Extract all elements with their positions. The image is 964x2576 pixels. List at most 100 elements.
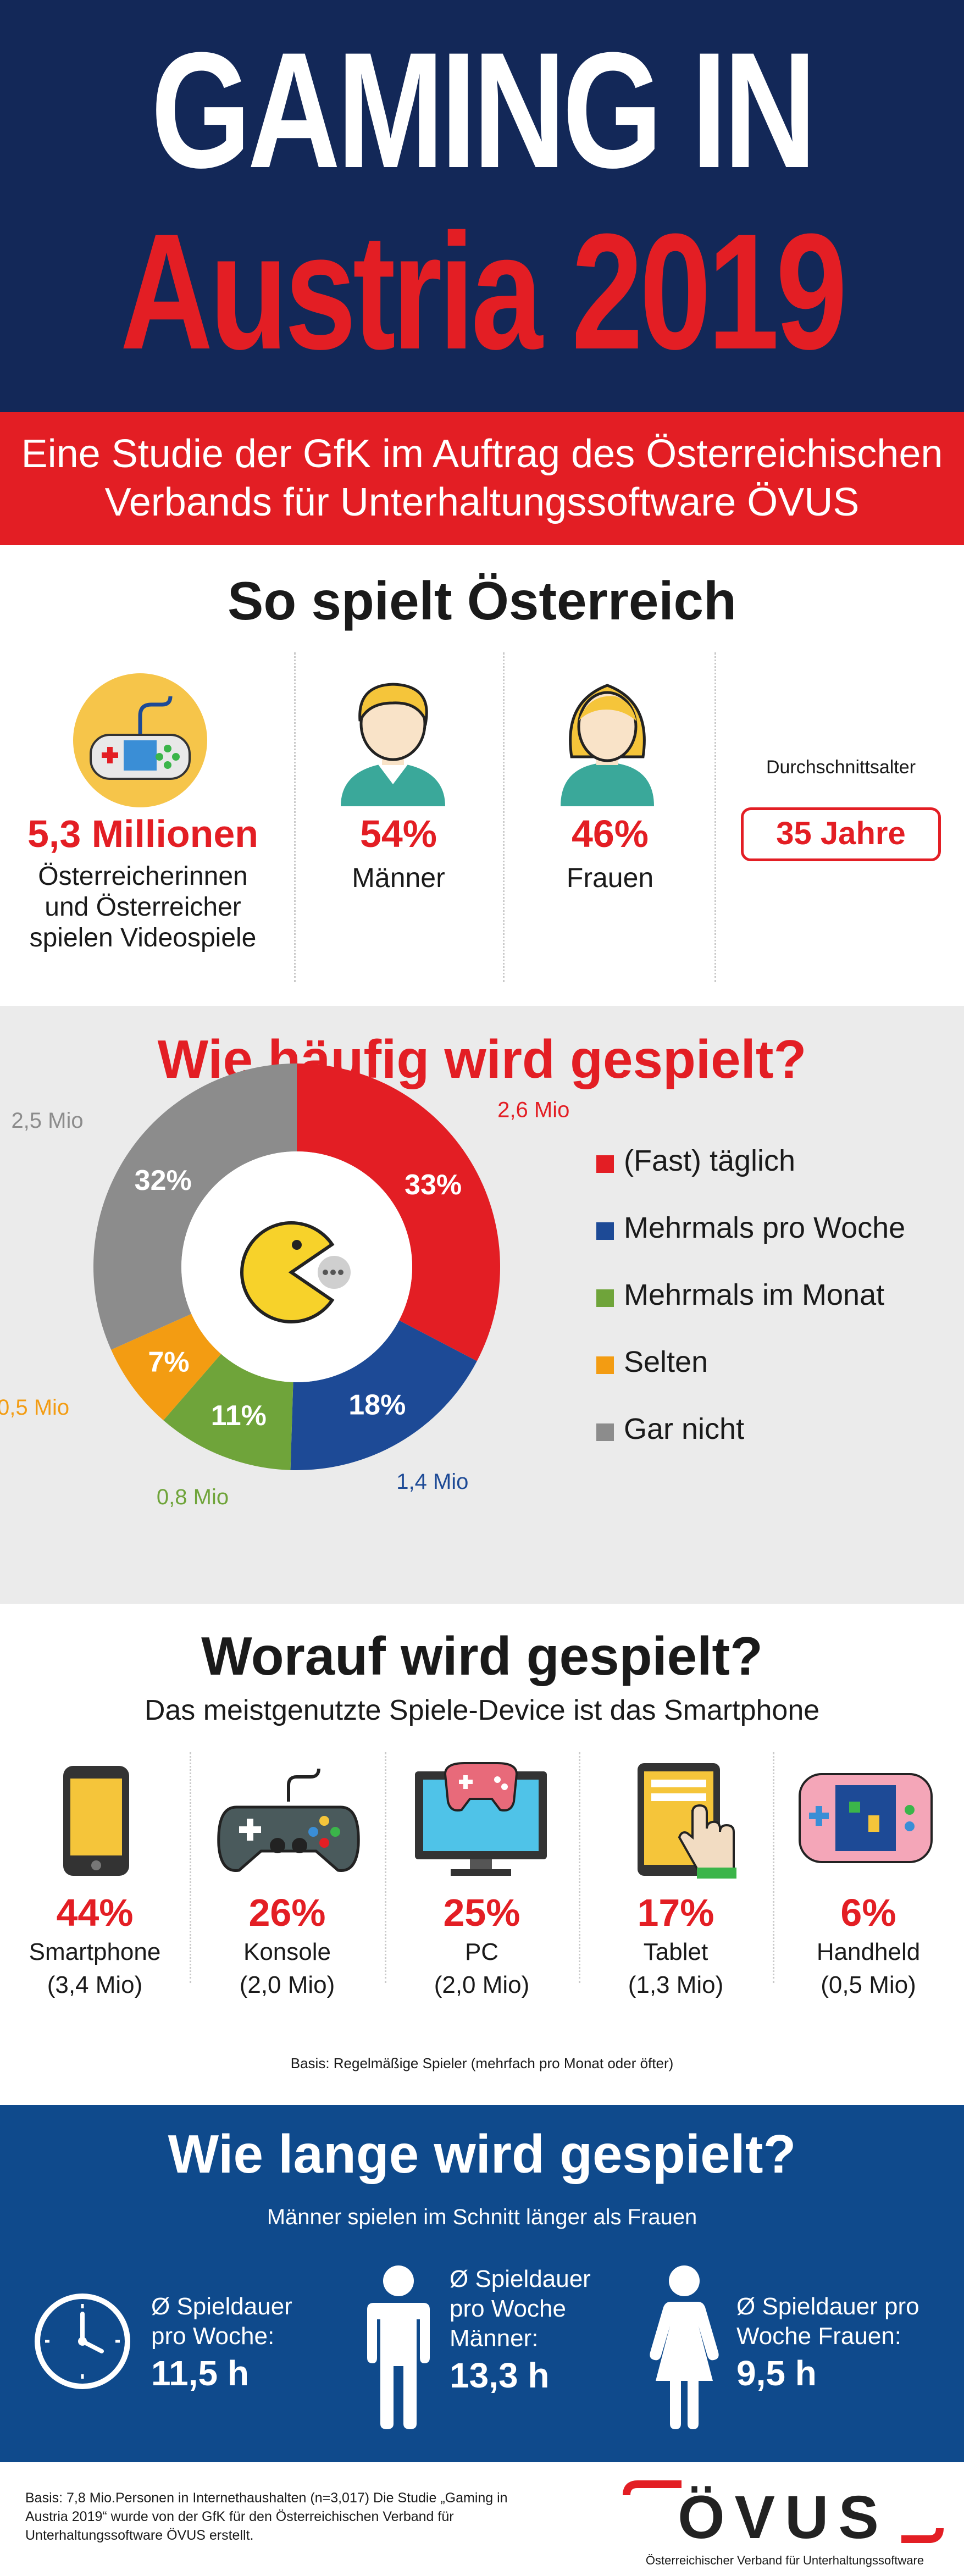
man-icon: [341, 683, 445, 806]
slice-absolute-label: 2,6 Mio: [497, 1098, 569, 1122]
slice-absolute-label: 0,5 Mio: [0, 1395, 69, 1420]
duration-men-label-line2: pro Woche: [450, 2295, 566, 2322]
slice-selten: [111, 1314, 221, 1421]
header-title-line2: Austria 2019: [120, 199, 847, 384]
age-value: 35 Jahre: [776, 816, 906, 851]
frequency-donut-chart: 33% 2,6 Mio 18% 1,4 Mio 11% 0,8 Mio 7% 0,5 Mio 3…: [0, 1063, 905, 1509]
players-value: 5,3 Millionen: [27, 812, 259, 855]
section-devices: Worauf wird gespielt? Das meistgenutzte …: [0, 1604, 964, 2105]
duration-all-label-line2: pro Woche:: [151, 2323, 275, 2350]
section-players: So spielt Österreich 5,3 Millionen Öster…: [0, 545, 964, 1006]
device-pc-mio: (2,0 Mio): [434, 1971, 530, 1998]
slice-absolute-label: 0,8 Mio: [157, 1485, 229, 1509]
women-pct: 46%: [571, 812, 649, 855]
divider: [190, 1752, 191, 1983]
section-title-devices: Worauf wird gespielt?: [201, 1626, 763, 1686]
tablet-icon: [638, 1763, 736, 1879]
clock-icon: [35, 2294, 130, 2389]
legend-swatch: [596, 1222, 614, 1240]
slice-percent-label: 32%: [135, 1165, 192, 1196]
device-handheld-name: Handheld: [816, 1938, 921, 1965]
man-figure-icon: [367, 2265, 430, 2429]
men-label: Männer: [352, 862, 445, 893]
duration-women-label-line2: Woche Frauen:: [736, 2323, 902, 2350]
legend-swatch: [596, 1356, 614, 1374]
device-tablet-mio: (1,3 Mio): [628, 1971, 724, 1998]
footer-note-line3: Unterhaltungssoftware ÖVUS erstellt.: [25, 2528, 254, 2543]
device-smartphone-mio: (3,4 Mio): [47, 1971, 143, 1998]
players-text-line1: Österreicherinnen: [38, 862, 248, 891]
device-pc-name: PC: [464, 1938, 499, 1965]
legend-label: Selten: [624, 1345, 708, 1378]
woman-figure-icon: [650, 2265, 719, 2429]
device-konsole-mio: (2,0 Mio): [239, 1971, 335, 1998]
slice-percent-label: 18%: [348, 1389, 406, 1421]
logo-caption: Österreichischer Verband für Unterhaltun…: [645, 2553, 924, 2567]
legend-swatch: [596, 1423, 614, 1441]
slice-absolute-label: 2,5 Mio: [11, 1109, 83, 1133]
pacman-icon: [240, 1221, 351, 1323]
slice-absolute-label: 1,4 Mio: [396, 1470, 468, 1494]
header-title-line1: GAMING IN: [151, 18, 817, 202]
slice-fast-taeglich: [297, 1063, 501, 1361]
slice-percent-label: 7%: [148, 1347, 189, 1378]
device-tablet-pct: 17%: [637, 1891, 714, 1934]
devices-subtitle: Das meistgenutzte Spiele-Device ist das …: [144, 1694, 820, 1726]
slice-percent-label: 33%: [405, 1169, 462, 1201]
duration-men-label-line1: Ø Spieldauer: [450, 2265, 591, 2292]
device-pc-pct: 25%: [443, 1891, 520, 1934]
smartphone-icon: [63, 1766, 129, 1876]
banner-line2: Verbands für Unterhaltungssoftware ÖVUS: [104, 480, 860, 524]
pc-monitor-icon: [415, 1762, 547, 1876]
slice-mehrmals-monat: [163, 1354, 293, 1470]
legend-label: Mehrmals pro Woche: [624, 1211, 905, 1244]
device-handheld-pct: 6%: [840, 1891, 896, 1934]
logo-wordmark: ÖVUS: [678, 2484, 889, 2551]
duration-women-value: 9,5 h: [736, 2353, 817, 2393]
divider: [385, 1752, 386, 1983]
devices-basis-note: Basis: Regelmäßige Spieler (mehrfach pro…: [290, 2055, 674, 2071]
section-frequency: Wie häufig wird gespielt? 33% 2,6 Mio 18% 1…: [0, 1006, 964, 1604]
age-box: [741, 807, 941, 861]
legend-swatch: [596, 1155, 614, 1173]
section-title-duration: Wie lange wird gespielt?: [168, 2124, 796, 2184]
device-konsole-pct: 26%: [248, 1891, 326, 1934]
gamepad-icon: [73, 673, 207, 807]
legend-label: Gar nicht: [624, 1412, 744, 1445]
duration-women-label-line1: Ø Spieldauer pro: [736, 2293, 919, 2320]
divider: [579, 1752, 580, 1983]
handheld-icon: [799, 1773, 933, 1863]
device-konsole-name: Konsole: [243, 1938, 331, 1965]
age-label: Durchschnittsalter: [766, 757, 916, 778]
footer-note-line1: Basis: 7,8 Mio.Personen in Internethaush…: [25, 2490, 508, 2506]
woman-icon: [561, 684, 654, 806]
duration-subtitle: Männer spielen im Schnitt länger als Fra…: [267, 2205, 697, 2229]
men-pct: 54%: [359, 812, 437, 855]
device-handheld-mio: (0,5 Mio): [821, 1971, 916, 1998]
subtitle-banner: Eine Studie der GfK im Auftrag des Öster…: [0, 412, 964, 545]
console-controller-icon: [217, 1768, 360, 1872]
divider: [773, 1752, 774, 1983]
players-text-line3: spielen Videospiele: [29, 923, 257, 952]
device-tablet-name: Tablet: [643, 1938, 708, 1965]
women-label: Frauen: [566, 862, 654, 893]
section-title-so-spielt: So spielt Österreich: [228, 570, 736, 631]
slice-mehrmals-woche: [290, 1320, 477, 1470]
footer-note-line2: Austria 2019“ wurde von der GfK für den …: [25, 2509, 454, 2524]
legend-swatch: [596, 1289, 614, 1307]
duration-all-label-line1: Ø Spieldauer: [151, 2293, 292, 2320]
duration-men-value: 13,3 h: [450, 2356, 550, 2395]
divider: [294, 652, 296, 982]
duration-men-label-line3: Männer:: [450, 2325, 539, 2352]
legend-label: (Fast) täglich: [624, 1144, 795, 1177]
duration-all-value: 11,5 h: [151, 2353, 249, 2393]
section-duration: Wie lange wird gespielt? Männer spielen …: [0, 2105, 964, 2462]
footer: Basis: 7,8 Mio.Personen in Internethaush…: [0, 2462, 964, 2576]
players-text-line2: und Österreicher: [45, 893, 241, 922]
legend-label: Mehrmals im Monat: [624, 1278, 884, 1311]
divider: [714, 652, 716, 982]
slice-gar-nicht: [93, 1063, 297, 1350]
device-smartphone-pct: 44%: [56, 1891, 134, 1934]
divider: [503, 652, 505, 982]
device-smartphone-name: Smartphone: [29, 1938, 161, 1965]
